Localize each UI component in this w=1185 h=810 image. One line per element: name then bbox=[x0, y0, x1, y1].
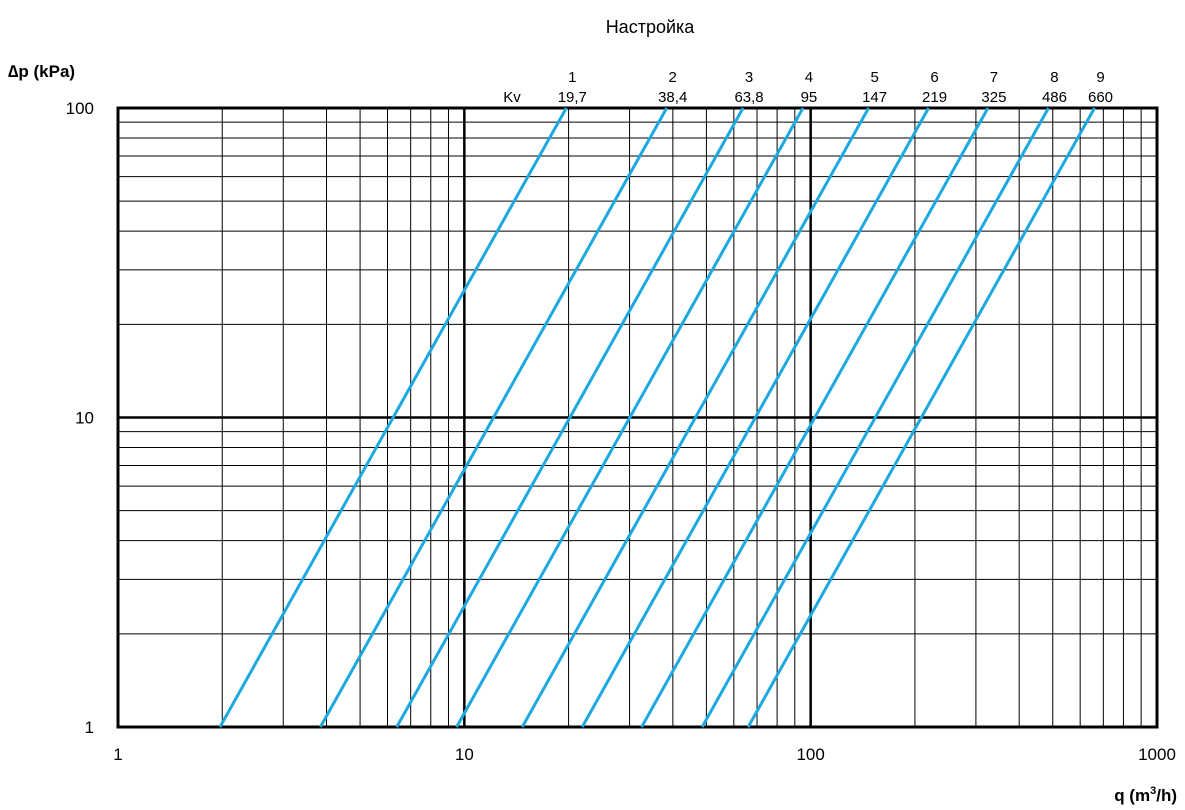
series-line-setting-8 bbox=[700, 107, 1050, 728]
kv-value-label: 219 bbox=[922, 89, 947, 106]
kv-row-label: Kv bbox=[503, 89, 521, 106]
y-axis-label: ∆p (kPa) bbox=[8, 62, 75, 81]
series-line-setting-5 bbox=[520, 107, 870, 728]
x-tick-label: 10 bbox=[455, 745, 474, 764]
kv-value-label: 147 bbox=[862, 89, 887, 106]
axis-ticks: 1 10 100 1000 1 10 100 bbox=[66, 99, 1176, 764]
kv-value-label: 95 bbox=[801, 89, 818, 106]
y-tick-label: 1 bbox=[85, 718, 94, 737]
series-line-setting-2 bbox=[319, 107, 669, 728]
series-line-setting-6 bbox=[580, 107, 930, 728]
series-line-setting-3 bbox=[395, 107, 745, 728]
x-tick-label: 1000 bbox=[1138, 745, 1176, 764]
setting-number-label: 4 bbox=[805, 69, 813, 86]
setting-number-label: 7 bbox=[990, 69, 998, 86]
setting-number-label: 8 bbox=[1050, 69, 1058, 86]
y-tick-label: 10 bbox=[75, 409, 94, 428]
setting-number-label: 6 bbox=[930, 69, 938, 86]
setting-number-label: 1 bbox=[568, 69, 576, 86]
series-line-setting-9 bbox=[746, 107, 1096, 728]
x-axis-label: q (m3/h) bbox=[1114, 785, 1177, 805]
setting-number-label: 2 bbox=[669, 69, 677, 86]
series-lines bbox=[218, 107, 1096, 728]
series-labels: 1 19,7 2 38,4 3 63,8 4 95 5 147 6 219 7 325 8 486 9 660 bbox=[558, 69, 1113, 106]
plot-grid bbox=[116, 106, 1159, 729]
x-tick-label: 100 bbox=[796, 745, 824, 764]
chart-title: Настройка bbox=[606, 17, 696, 37]
kv-value-label: 38,4 bbox=[658, 89, 687, 106]
kv-value-label: 325 bbox=[981, 89, 1006, 106]
setting-number-label: 5 bbox=[870, 69, 878, 86]
kv-value-label: 63,8 bbox=[734, 89, 763, 106]
y-tick-label: 100 bbox=[66, 99, 94, 118]
series-line-setting-1 bbox=[218, 107, 568, 728]
kv-value-label: 486 bbox=[1042, 89, 1067, 106]
series-line-setting-7 bbox=[640, 107, 990, 728]
x-tick-label: 1 bbox=[113, 745, 122, 764]
setting-number-label: 9 bbox=[1096, 69, 1104, 86]
kv-value-label: 19,7 bbox=[558, 89, 587, 106]
plot-frame bbox=[116, 106, 1159, 729]
kv-value-label: 660 bbox=[1088, 89, 1113, 106]
series-line-setting-4 bbox=[455, 107, 805, 728]
setting-number-label: 3 bbox=[745, 69, 753, 86]
